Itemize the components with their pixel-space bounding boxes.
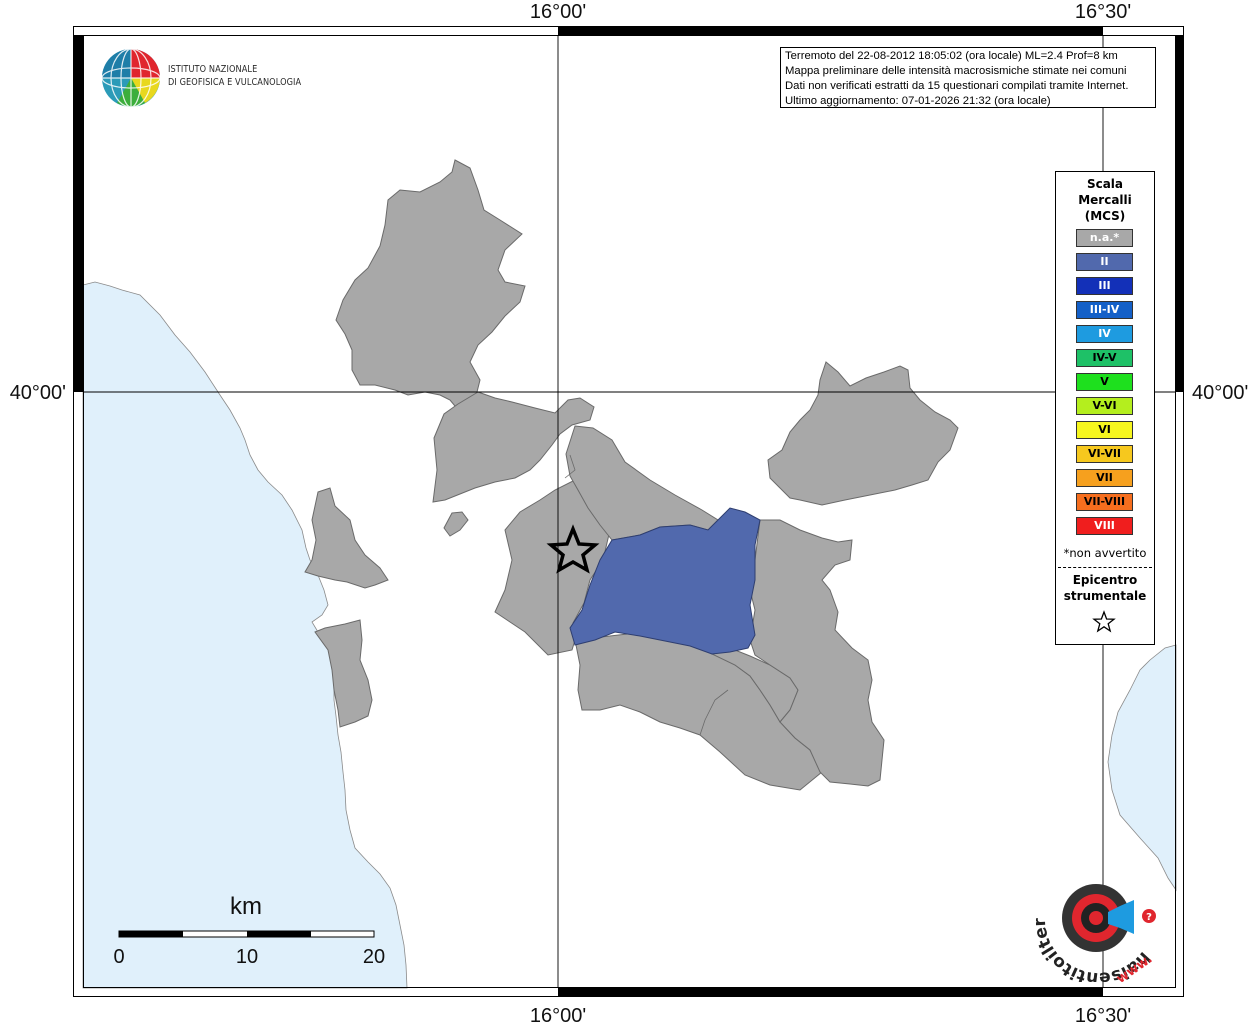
legend-epicenter-line2: strumentale bbox=[1063, 589, 1147, 603]
legend-item: VIII bbox=[1076, 517, 1133, 535]
municipality-coast-north bbox=[304, 487, 389, 589]
coord-top-right: 16°30' bbox=[1075, 1, 1131, 23]
legend-item: III-IV bbox=[1076, 301, 1133, 319]
event-info-line2: Mappa preliminare delle intensità macros… bbox=[785, 65, 1127, 77]
question-badge-glyph: ? bbox=[1146, 912, 1152, 923]
map-frame bbox=[73, 26, 1184, 997]
scale-tick-0: 0 bbox=[113, 946, 124, 968]
legend-item: n.a.* bbox=[1076, 229, 1133, 247]
legend-item: VI-VII bbox=[1076, 445, 1133, 463]
legend-note: *non avvertito bbox=[1063, 546, 1147, 560]
legend-title-line1: Scala bbox=[1086, 177, 1124, 191]
municipality-small-islet bbox=[443, 511, 469, 537]
legend-item: VII bbox=[1076, 469, 1133, 487]
legend-star-icon bbox=[1092, 610, 1116, 633]
scale-tick-10: 10 bbox=[236, 946, 258, 968]
legend-item: VII-VIII bbox=[1076, 493, 1133, 511]
target-center bbox=[1089, 911, 1103, 925]
municipality-north-east bbox=[767, 361, 959, 506]
legend-epicenter-line1: Epicentro bbox=[1072, 573, 1138, 587]
megaphone-target-icon bbox=[1108, 900, 1134, 934]
legend-item: VI bbox=[1076, 421, 1133, 439]
ingv-logo-line2: DI GEOFISICA E VULCANOLOGIA bbox=[168, 77, 302, 88]
municipality-east-tall bbox=[749, 519, 885, 787]
coord-top-left: 16°00' bbox=[530, 1, 586, 23]
municipality-north bbox=[335, 159, 526, 413]
coord-bottom-right: 16°30' bbox=[1075, 1005, 1131, 1024]
legend-item: V-VI bbox=[1076, 397, 1133, 415]
event-info-line3: Dati non verificati estratti da 15 quest… bbox=[785, 80, 1129, 92]
coord-left-lat: 40°00' bbox=[10, 382, 66, 404]
legend-title-line3: (MCS) bbox=[1084, 209, 1126, 223]
legend-item: V bbox=[1076, 373, 1133, 391]
municipality-coast-south bbox=[314, 619, 373, 728]
event-info-line4: Ultimo aggiornamento: 07-01-2026 21:32 (… bbox=[785, 95, 1051, 107]
event-info-line1: Terremoto del 22-08-2012 18:05:02 (ora l… bbox=[785, 50, 1118, 62]
coord-bottom-left: 16°00' bbox=[530, 1005, 586, 1024]
municipalities-not-felt bbox=[304, 159, 959, 791]
scale-tick-20: 20 bbox=[363, 946, 385, 968]
municipality-boundaries bbox=[564, 454, 729, 736]
ingv-logo-line1: ISTITUTO NAZIONALE bbox=[168, 64, 258, 75]
ingv-logo: ISTITUTO NAZIONALE DI GEOFISICA E VULCAN… bbox=[100, 47, 340, 111]
haisentito-logo: ? haisentitoilterremoto.it www. bbox=[1036, 856, 1156, 982]
scale-bar: km 0 10 20 bbox=[113, 893, 385, 968]
epicenter-star-icon bbox=[546, 524, 600, 574]
municipality-intensity-II bbox=[569, 507, 761, 655]
mcs-legend: Scala Mercalli (MCS) n.a.* II III III-IV IV I… bbox=[1055, 171, 1155, 645]
legend-title: Scala Mercalli (MCS) bbox=[1056, 176, 1154, 224]
question-badge bbox=[1142, 909, 1156, 923]
legend-item: II bbox=[1076, 253, 1133, 271]
ingv-globe-icon bbox=[101, 48, 161, 108]
legend-title-line2: Mercalli bbox=[1078, 193, 1132, 207]
sea-ionian bbox=[1107, 644, 1177, 892]
legend-epicenter-label: Epicentro strumentale bbox=[1056, 572, 1154, 604]
coord-right-lat: 40°00' bbox=[1192, 382, 1248, 404]
ingv-logo-text: ISTITUTO NAZIONALE DI GEOFISICA E VULCAN… bbox=[168, 63, 301, 89]
legend-item: IV bbox=[1076, 325, 1133, 343]
sea-tyrrhenian bbox=[82, 281, 408, 989]
scale-unit-label: km bbox=[230, 893, 262, 920]
municipality-center-west bbox=[432, 391, 595, 503]
legend-separator bbox=[1058, 567, 1152, 568]
event-info-box: Terremoto del 22-08-2012 18:05:02 (ora l… bbox=[780, 47, 1156, 108]
legend-item: III bbox=[1076, 277, 1133, 295]
legend-item: IV-V bbox=[1076, 349, 1133, 367]
